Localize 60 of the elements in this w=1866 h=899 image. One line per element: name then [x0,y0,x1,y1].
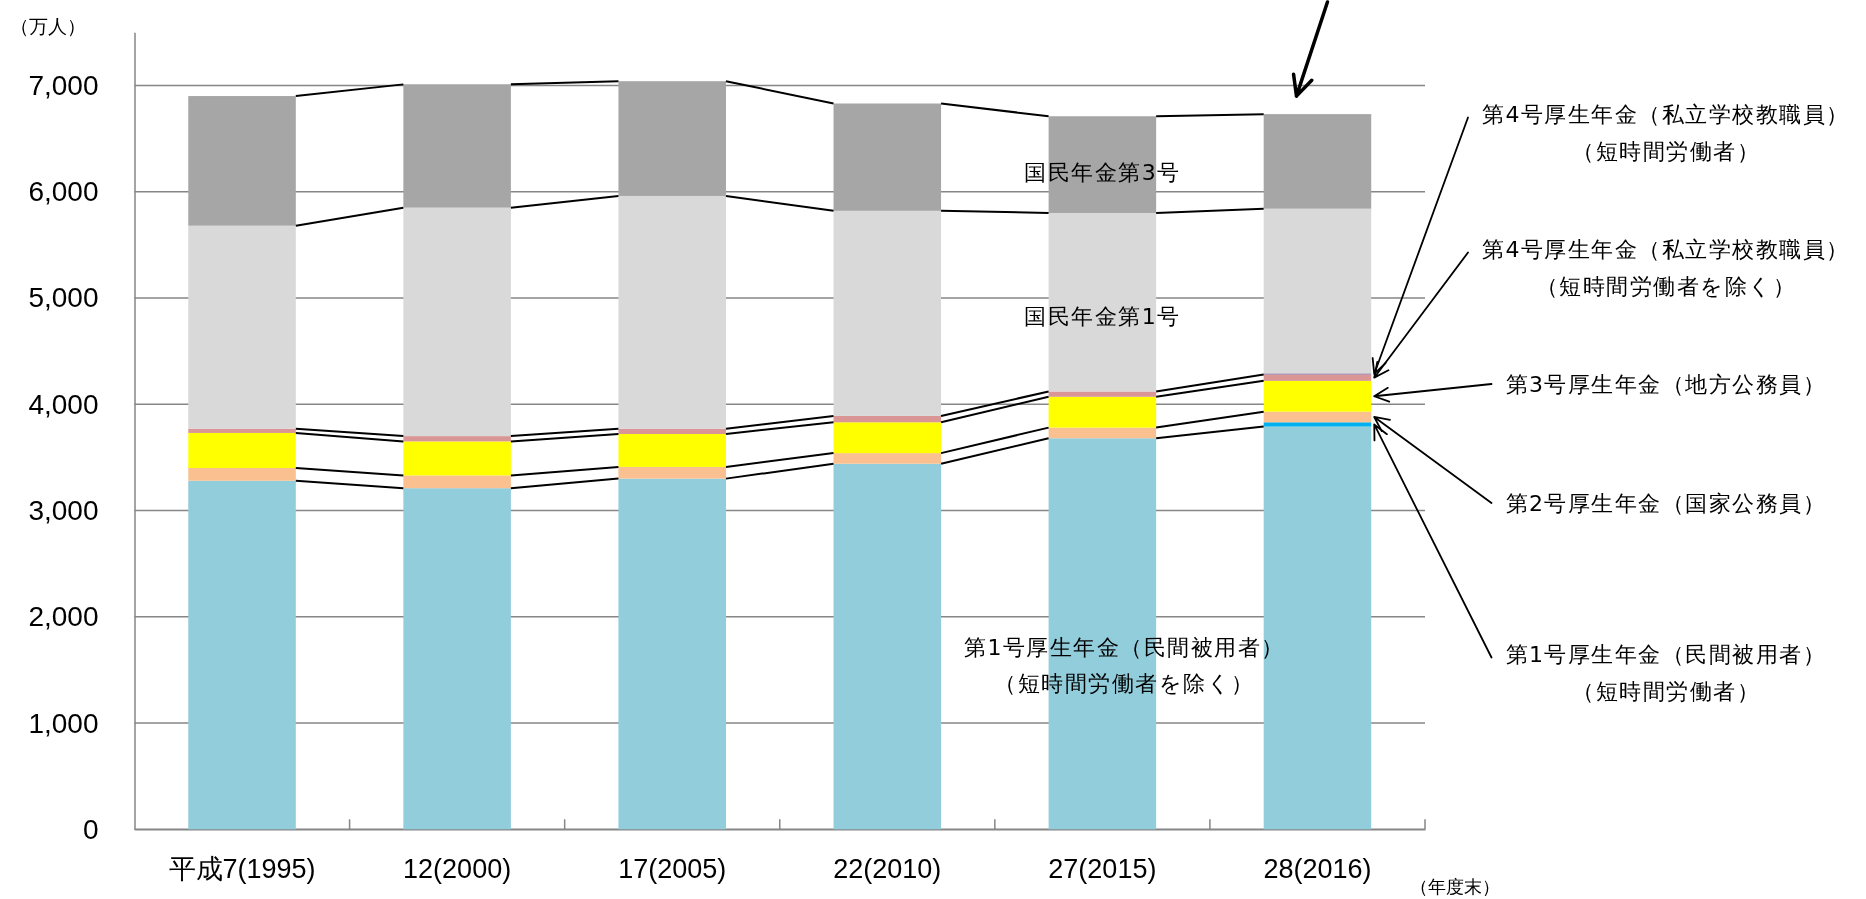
bar [188,96,296,226]
bar [403,475,511,489]
bar [403,84,511,208]
bar [1263,422,1372,427]
y-tick-label: 1,000 [28,707,99,739]
bar [618,81,726,196]
series-label: 第1号厚生年金（民間被用者）（短時間労働者を除く） [963,635,1285,697]
bar [833,453,942,464]
bar [833,103,942,211]
x-tick-label: 平成7(1995) [168,854,316,885]
x-tick-label: 17(2005) [618,854,727,885]
x-tick-label: 22(2010) [833,854,942,885]
bar [1263,114,1372,209]
bar [1263,380,1372,412]
bar [618,466,726,479]
bar [188,467,296,481]
text: 第1号厚生年金（民間被用者）（短時間労働者） [1505,641,1827,704]
bar [188,428,296,433]
bar [833,210,942,416]
y-tick-label: 6,000 [28,176,99,208]
x-tick-label: 12(2000) [403,854,512,885]
y-axis-title: （万人） [10,15,86,37]
bar [1263,426,1372,830]
bar [1263,411,1372,423]
bar [403,441,511,476]
bar [618,433,726,467]
bar [403,488,511,830]
y-tick-label: 4,000 [28,388,99,420]
bar [1263,374,1372,381]
bar [833,463,942,830]
y-tick-label: 5,000 [28,282,99,314]
bar [403,436,511,442]
bar [1263,208,1372,374]
bar [618,195,726,429]
x-tick-label: 28(2016) [1263,854,1372,885]
y-tick-label: 3,000 [28,494,99,526]
text: 第2号厚生年金（国家公務員） [1505,491,1827,516]
series-label: 国民年金第1号 [1024,304,1181,330]
y-tick-label: 7,000 [28,69,99,101]
bar [1048,116,1157,213]
x-tick-label: 27(2015) [1048,854,1157,885]
text: 第3号厚生年金（地方公務員） [1505,372,1827,397]
bar [1048,396,1157,428]
text: 第4号厚生年金（私立学校教職員）（短時間労働者） [1482,101,1850,164]
bar [833,415,942,423]
bar [618,478,726,830]
series-label: 国民年金第3号 [1024,160,1181,186]
bar [188,225,296,429]
x-axis-title: （年度末） [1410,876,1500,897]
bar [1048,212,1157,392]
bar [833,422,942,454]
bar [188,432,296,468]
text: 第4号厚生年金（私立学校教職員）（短時間労働者を除く） [1482,236,1850,299]
bar [1048,427,1157,439]
bar [618,428,726,434]
bar [403,207,511,437]
y-tick-label: 2,000 [28,601,99,633]
bar [1048,391,1157,397]
y-tick-label: 0 [82,813,99,845]
bar [188,480,296,830]
